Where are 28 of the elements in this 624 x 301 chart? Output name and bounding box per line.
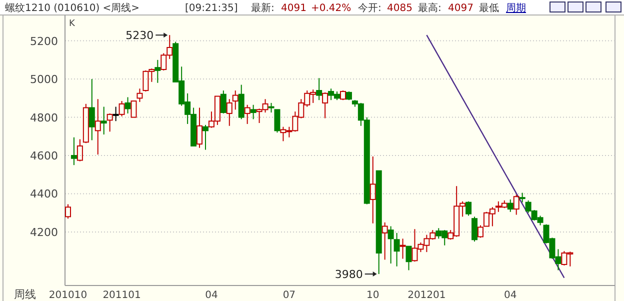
header: 4097 (448, 3, 474, 14)
xlabel: 周线 (14, 288, 36, 301)
header: +0.42% (311, 3, 352, 14)
ytick: 5200 (30, 34, 58, 48)
header: 4085 (387, 3, 412, 14)
ytick: 4400 (30, 188, 58, 201)
header: 周期 (506, 3, 526, 14)
xtick: 201010 (48, 290, 88, 301)
xtick: 07 (282, 290, 296, 301)
header: 最新: (251, 3, 274, 14)
header: 今开: (358, 3, 382, 14)
note: 5230 (126, 29, 154, 42)
header: [09:21:35] (185, 3, 238, 14)
xtick: 10 (366, 290, 380, 301)
ylabel: K (69, 19, 75, 29)
xtick: 201201 (408, 290, 446, 301)
header: 最高: (418, 3, 442, 14)
ytick: 4600 (30, 150, 58, 162)
header: 4091 (281, 3, 306, 14)
title: 螺纹1210 (010610) <周线> (5, 3, 140, 14)
xtick: 04 (205, 290, 218, 301)
header: 最低 (479, 3, 499, 14)
xtick: 201101 (102, 290, 141, 301)
ytick: 4800 (30, 111, 58, 124)
ytick: 4200 (30, 226, 58, 239)
xtick: 04 (504, 290, 517, 301)
note: 3980 (334, 268, 363, 282)
ytick: 5000 (30, 73, 58, 86)
